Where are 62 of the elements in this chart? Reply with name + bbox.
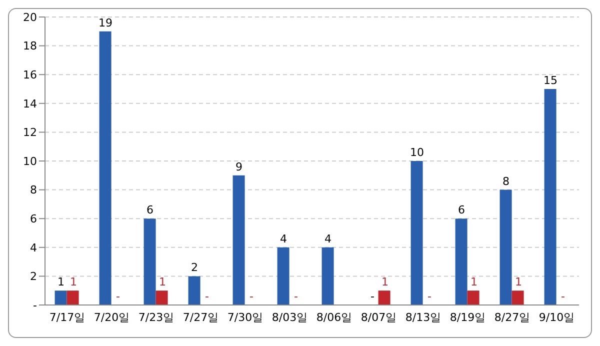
bar xyxy=(54,290,67,305)
data-label: 6 xyxy=(146,204,154,217)
data-label: 2 xyxy=(191,261,198,274)
data-label: 10 xyxy=(410,146,424,159)
data-label: 1 xyxy=(470,276,478,289)
bar xyxy=(410,161,423,305)
bar xyxy=(322,247,334,305)
data-label: 15 xyxy=(544,74,558,87)
data-label: - xyxy=(560,290,565,303)
bar xyxy=(99,31,112,305)
data-label: 1 xyxy=(381,276,388,289)
bar xyxy=(378,290,390,305)
x-tick-label: 7/17일 xyxy=(49,310,86,324)
bar xyxy=(455,218,468,305)
x-tick-label: 7/20일 xyxy=(94,310,130,324)
x-tick-label: 8/07일 xyxy=(360,310,397,324)
x-tick-label: 8/19일 xyxy=(450,310,486,324)
y-tick-label: 14 xyxy=(23,97,37,110)
y-tick-label: 16 xyxy=(23,68,37,82)
bar xyxy=(66,290,79,305)
data-label: 1 xyxy=(58,276,65,289)
data-label: 1 xyxy=(158,276,166,289)
x-tick-label: 8/27일 xyxy=(494,310,530,324)
bar xyxy=(512,290,524,305)
data-label: 19 xyxy=(98,16,113,30)
bar xyxy=(188,276,200,305)
y-tick-label: 8 xyxy=(30,184,37,197)
bar xyxy=(467,290,480,305)
data-label: 6 xyxy=(458,204,466,217)
data-label: - xyxy=(204,290,209,303)
bar xyxy=(156,290,168,305)
y-tick-label: 2 xyxy=(30,270,37,284)
y-tick-label: 12 xyxy=(23,126,37,140)
y-tick-label: - xyxy=(33,298,38,312)
data-label: - xyxy=(427,290,432,303)
data-label: - xyxy=(294,290,298,303)
y-tick-label: 4 xyxy=(30,241,37,254)
x-tick-label: 8/13일 xyxy=(405,310,442,324)
data-label: - xyxy=(116,290,120,303)
x-tick-label: 7/27일 xyxy=(182,310,219,324)
data-label: 8 xyxy=(502,174,510,188)
data-label: 1 xyxy=(514,276,522,289)
y-tick-label: 10 xyxy=(23,154,37,168)
data-label: 1 xyxy=(70,276,77,289)
bar xyxy=(544,89,556,305)
x-tick-label: 9/10일 xyxy=(538,310,575,324)
data-label: 9 xyxy=(236,160,243,174)
data-label: 4 xyxy=(324,232,332,246)
bar xyxy=(277,247,290,305)
x-tick-label: 7/30일 xyxy=(227,310,264,324)
y-tick-label: 20 xyxy=(23,10,37,24)
bar xyxy=(232,175,245,305)
y-tick-label: 6 xyxy=(30,212,37,226)
bar xyxy=(144,218,156,305)
x-tick-label: 8/06일 xyxy=(316,310,352,324)
y-tick-label: 18 xyxy=(23,40,37,53)
x-tick-label: 7/23일 xyxy=(138,310,174,324)
bar xyxy=(500,190,512,305)
x-tick-label: 8/03일 xyxy=(272,310,308,324)
data-label: - xyxy=(249,290,254,303)
data-label: 4 xyxy=(280,232,288,246)
data-label: - xyxy=(370,290,375,303)
